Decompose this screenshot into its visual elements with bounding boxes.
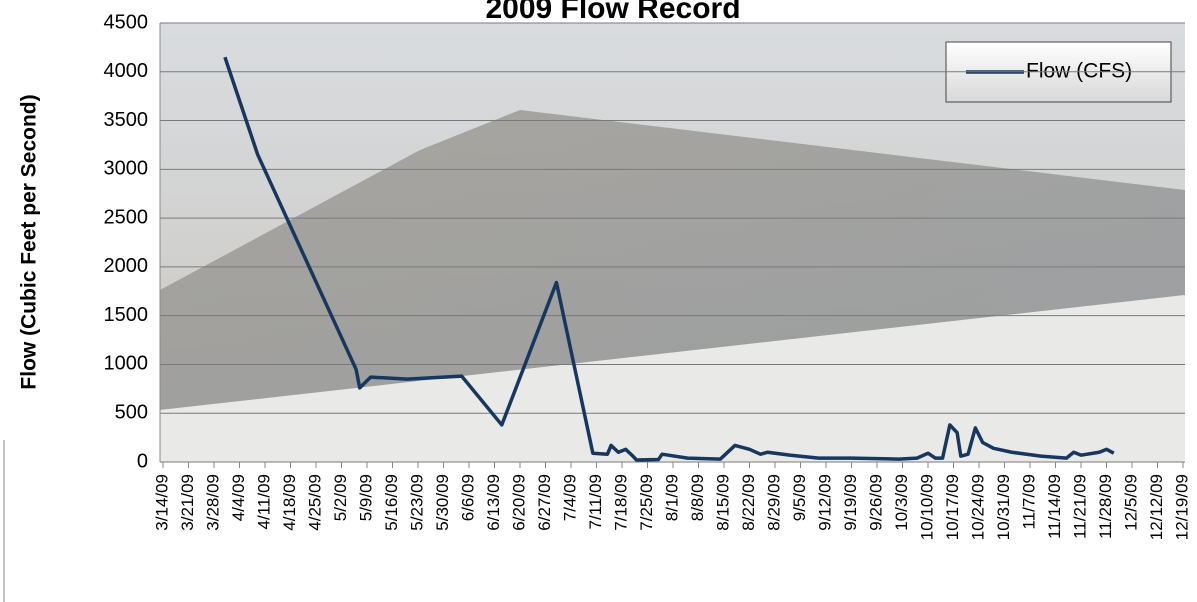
x-tick-label: 7/11/09 — [586, 474, 605, 529]
x-tick-label: 7/4/09 — [560, 474, 579, 521]
x-tick-label: 12/19/09 — [1172, 474, 1191, 540]
x-tick-label: 5/23/09 — [407, 474, 426, 531]
x-tick-label: 8/1/09 — [662, 474, 681, 521]
x-tick-label: 10/24/09 — [968, 474, 987, 540]
chart: 2009 Flow Record Flow (Cubic Feet per Se… — [0, 0, 1197, 602]
x-tick-label: 8/29/09 — [764, 474, 783, 531]
x-tick-label: 8/8/09 — [688, 474, 707, 521]
y-tick-label: 1000 — [104, 353, 149, 375]
x-tick-label: 4/4/09 — [229, 474, 248, 521]
x-tick-label: 6/27/09 — [535, 474, 554, 531]
x-tick-label: 3/21/09 — [178, 474, 197, 531]
y-axis-label: Flow (Cubic Feet per Second) — [18, 94, 41, 389]
x-tick-label: 5/2/09 — [331, 474, 350, 521]
x-tick-label: 11/14/09 — [1045, 474, 1064, 539]
y-tick-label: 0 — [137, 450, 148, 472]
x-tick-label: 7/25/09 — [637, 474, 656, 531]
x-tick-label: 11/28/09 — [1096, 474, 1115, 539]
x-tick-label: 4/11/09 — [254, 474, 273, 529]
y-tick-label: 1500 — [104, 304, 149, 326]
x-tick-label: 10/10/09 — [917, 474, 936, 540]
x-tick-label: 5/16/09 — [382, 474, 401, 531]
y-tick-label: 2000 — [104, 255, 149, 277]
x-tick-label: 10/17/09 — [943, 474, 962, 540]
x-tick-label: 8/22/09 — [739, 474, 758, 531]
x-tick-label: 4/25/09 — [305, 474, 324, 531]
x-tick-label: 3/14/09 — [152, 474, 171, 531]
y-tick-label: 500 — [115, 402, 148, 424]
y-tick-label: 3500 — [104, 109, 149, 131]
x-tick-label: 11/7/09 — [1019, 474, 1038, 529]
x-tick-label: 5/30/09 — [433, 474, 452, 531]
x-tick-label: 3/28/09 — [203, 474, 222, 531]
x-tick-label: 11/21/09 — [1070, 474, 1089, 539]
x-tick-label: 8/15/09 — [713, 474, 732, 531]
x-tick-label: 7/18/09 — [611, 474, 630, 531]
x-tick-label: 6/6/09 — [458, 474, 477, 521]
y-tick-label: 4500 — [104, 11, 149, 33]
legend-label: Flow (CFS) — [1026, 60, 1132, 83]
x-tick-label: 9/26/09 — [866, 474, 885, 531]
x-tick-label: 12/12/09 — [1147, 474, 1166, 540]
x-tick-label: 10/31/09 — [994, 474, 1013, 540]
x-tick-label: 12/5/09 — [1121, 474, 1140, 531]
y-tick-label: 4000 — [104, 60, 149, 82]
x-tick-label: 9/19/09 — [841, 474, 860, 531]
x-tick-label: 5/9/09 — [356, 474, 375, 521]
x-tick-label: 4/18/09 — [280, 474, 299, 531]
y-tick-label: 2500 — [104, 206, 149, 228]
x-tick-label: 6/13/09 — [484, 474, 503, 531]
x-tick-label: 6/20/09 — [509, 474, 528, 531]
y-tick-label: 3000 — [104, 158, 149, 180]
x-tick-label: 9/5/09 — [790, 474, 809, 521]
x-tick-label: 10/3/09 — [892, 474, 911, 531]
x-tick-label: 9/12/09 — [815, 474, 834, 531]
chart-title: 2009 Flow Record — [485, 0, 740, 25]
